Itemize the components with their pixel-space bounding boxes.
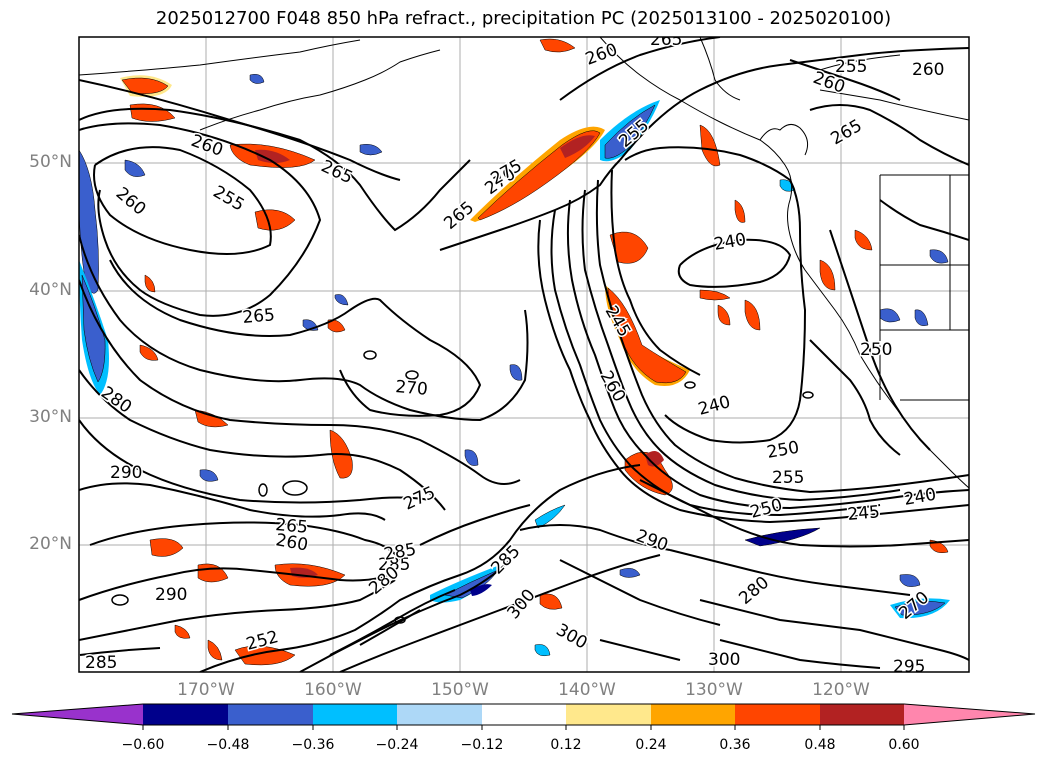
colorbar-tick-label: −0.24 [375,737,419,753]
colorbar [11,703,1036,730]
small-contour-loops [111,350,814,624]
contour-label: 290 [110,463,142,483]
colorbar-segment [397,704,482,725]
colorbar-tick-label: 0.48 [804,737,836,753]
contour-label: 295 [893,657,925,677]
colorbar-segment [735,704,820,725]
lon-label-140w: 140°W [558,680,616,700]
contour-label: 260 [912,60,944,80]
lon-label-170w: 170°W [177,680,235,700]
contour-label: 265 [650,30,682,50]
contour-label: 265 [275,515,309,538]
contour-label: 285 [85,653,117,673]
colorbar-tick-label: −0.36 [291,737,335,753]
map-frame [78,36,970,673]
colorbar-segment [313,704,397,725]
refractivity-contours [79,37,969,672]
precip-positive-areas [120,38,949,666]
contour-label: 285 [378,555,410,575]
colorbar-segment [820,704,904,725]
precip-negative-areas [79,74,950,657]
colorbar-segment [482,704,566,725]
colorbar-extend-right [904,704,1035,725]
contour-label: 290 [155,585,187,605]
lon-label-130w: 130°W [685,680,743,700]
colorbar-tick-label: 0.24 [635,737,667,753]
contour-label: 265 [242,305,276,328]
contour-label: 250 [860,340,892,360]
contour-label: 245 [847,502,881,525]
colorbar-extend-left [12,704,143,725]
colorbar-tick-label: −0.48 [206,737,250,753]
lat-label-30n: 30°N [29,407,72,427]
lon-label-120w: 120°W [812,680,870,700]
colorbar-tick-label: −0.12 [460,737,504,753]
contour-label: 270 [395,377,429,400]
lat-label-40n: 40°N [29,280,72,300]
lat-label-20n: 20°N [29,534,72,554]
lat-label-50n: 50°N [29,152,72,172]
colorbar-segment [566,704,651,725]
colorbar-tick-label: 0.36 [719,737,751,753]
colorbar-tick-label: −0.60 [121,737,165,753]
colorbar-tick-label: 0.12 [550,737,582,753]
contour-label: 300 [708,650,740,670]
map-title: 2025012700 F048 850 hPa refract., precip… [155,8,892,29]
contour-label: 255 [835,57,867,77]
colorbar-segment [228,704,313,725]
colorbar-segment [143,704,228,725]
colorbar-segment [651,704,735,725]
lon-label-150w: 150°W [431,680,489,700]
contour-label: 255 [772,468,804,488]
lon-label-160w: 160°W [304,680,362,700]
colorbar-tick-label: 0.60 [888,737,920,753]
